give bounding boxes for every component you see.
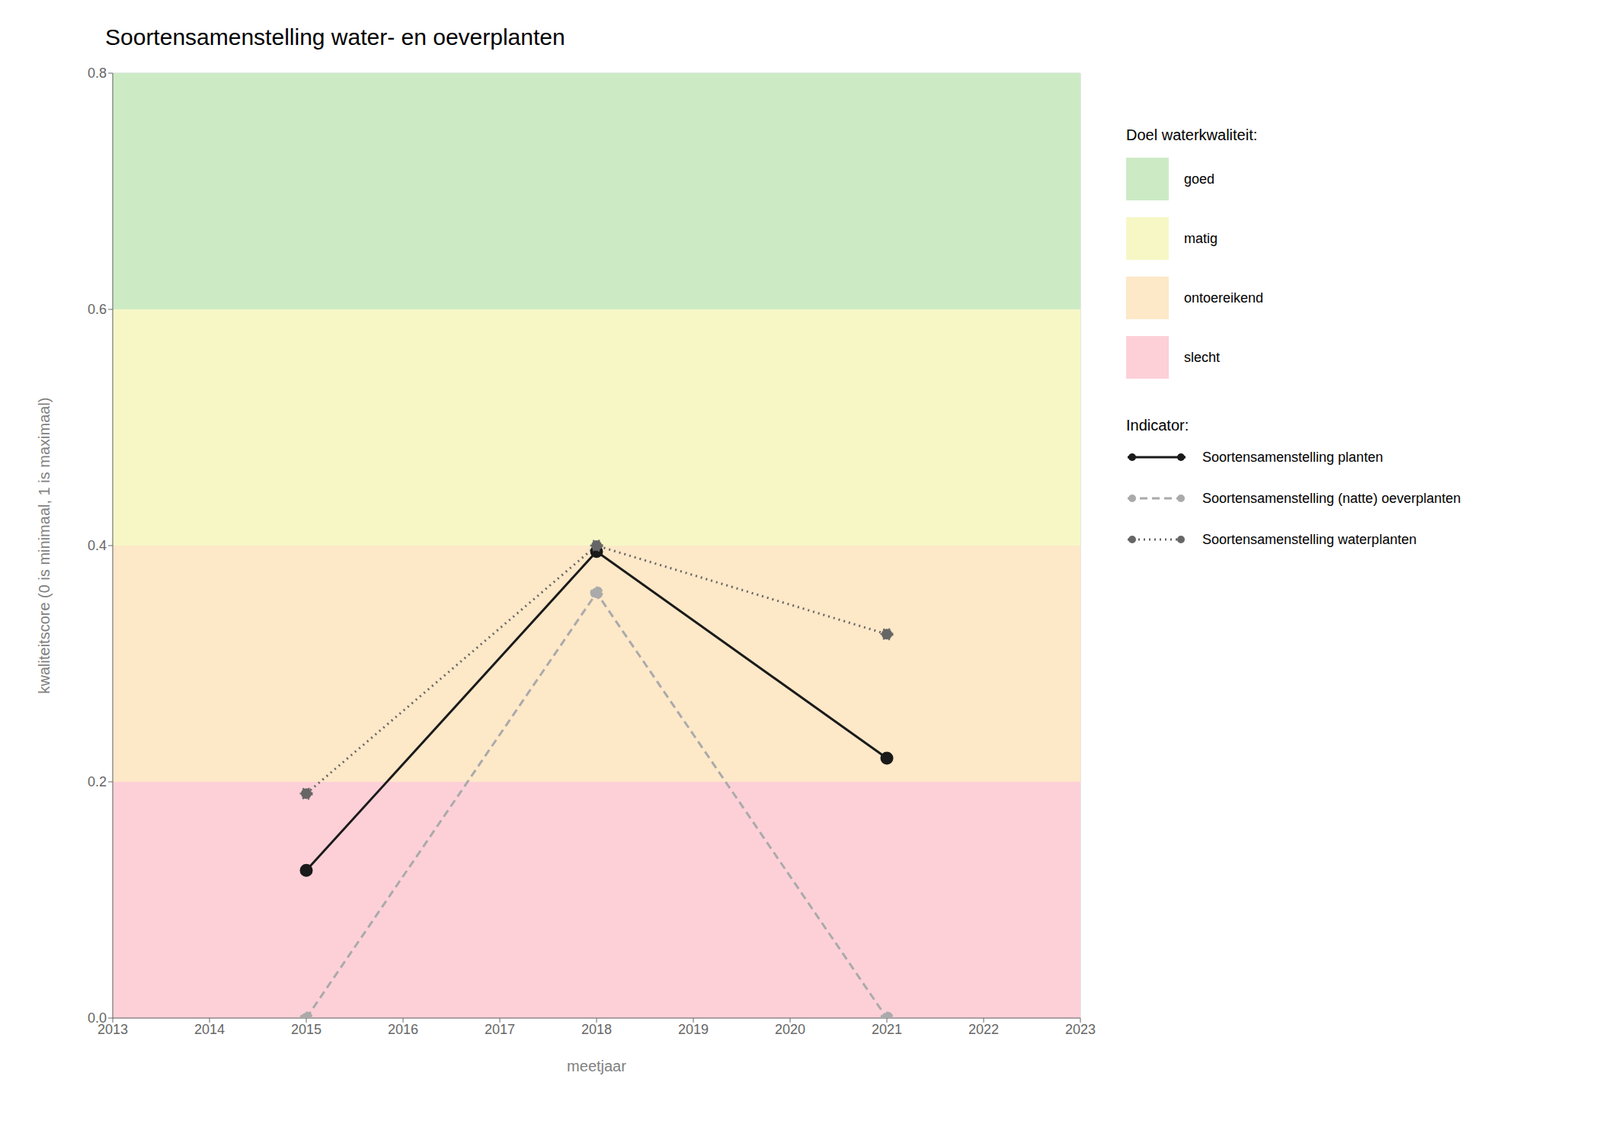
html-text:Soortensamenstelling (natte) o: Soortensamenstelling (natte) oeverplante… [1202,490,1461,506]
html-text:Soortensamenstelling waterplan: Soortensamenstelling waterplanten [1202,531,1417,547]
svg-text:2015: 2015 [291,1021,322,1037]
html-text:matig: matig [1184,230,1218,246]
svg-text:0.8: 0.8 [87,65,107,81]
svg-text:kwaliteitscore (0 is minimaal,: kwaliteitscore (0 is minimaal, 1 is maxi… [35,397,53,695]
svg-text:2016: 2016 [387,1021,419,1037]
svg-text:2020: 2020 [774,1021,806,1037]
html-text:Soortensamenstelling water- en: Soortensamenstelling water- en oeverplan… [105,24,566,50]
svg-text:2023: 2023 [1065,1021,1096,1037]
svg-text:0.6: 0.6 [87,301,107,317]
svg-text:2019: 2019 [678,1021,709,1037]
svg-text:0.4: 0.4 [87,537,107,554]
html-text:goed: goed [1184,171,1215,187]
html-text:ontoereikend: ontoereikend [1184,289,1264,306]
svg-text:0.0: 0.0 [87,1010,107,1026]
svg-text:2017: 2017 [484,1021,516,1037]
svg-text:2021: 2021 [871,1021,903,1037]
html-text:Soortensamenstelling planten: Soortensamenstelling planten [1202,449,1384,465]
svg-text:2014: 2014 [194,1021,225,1037]
html-text:Indicator:: Indicator: [1126,416,1189,434]
svg-text:0.2: 0.2 [87,774,107,790]
svg-text:meetjaar: meetjaar [566,1057,627,1075]
html-text:Doel waterkwaliteit:: Doel waterkwaliteit: [1126,126,1258,144]
html-text:slecht: slecht [1184,349,1220,365]
svg-text:2018: 2018 [581,1021,612,1037]
svg-text:2022: 2022 [968,1021,999,1037]
svg-text:2013: 2013 [97,1021,128,1037]
